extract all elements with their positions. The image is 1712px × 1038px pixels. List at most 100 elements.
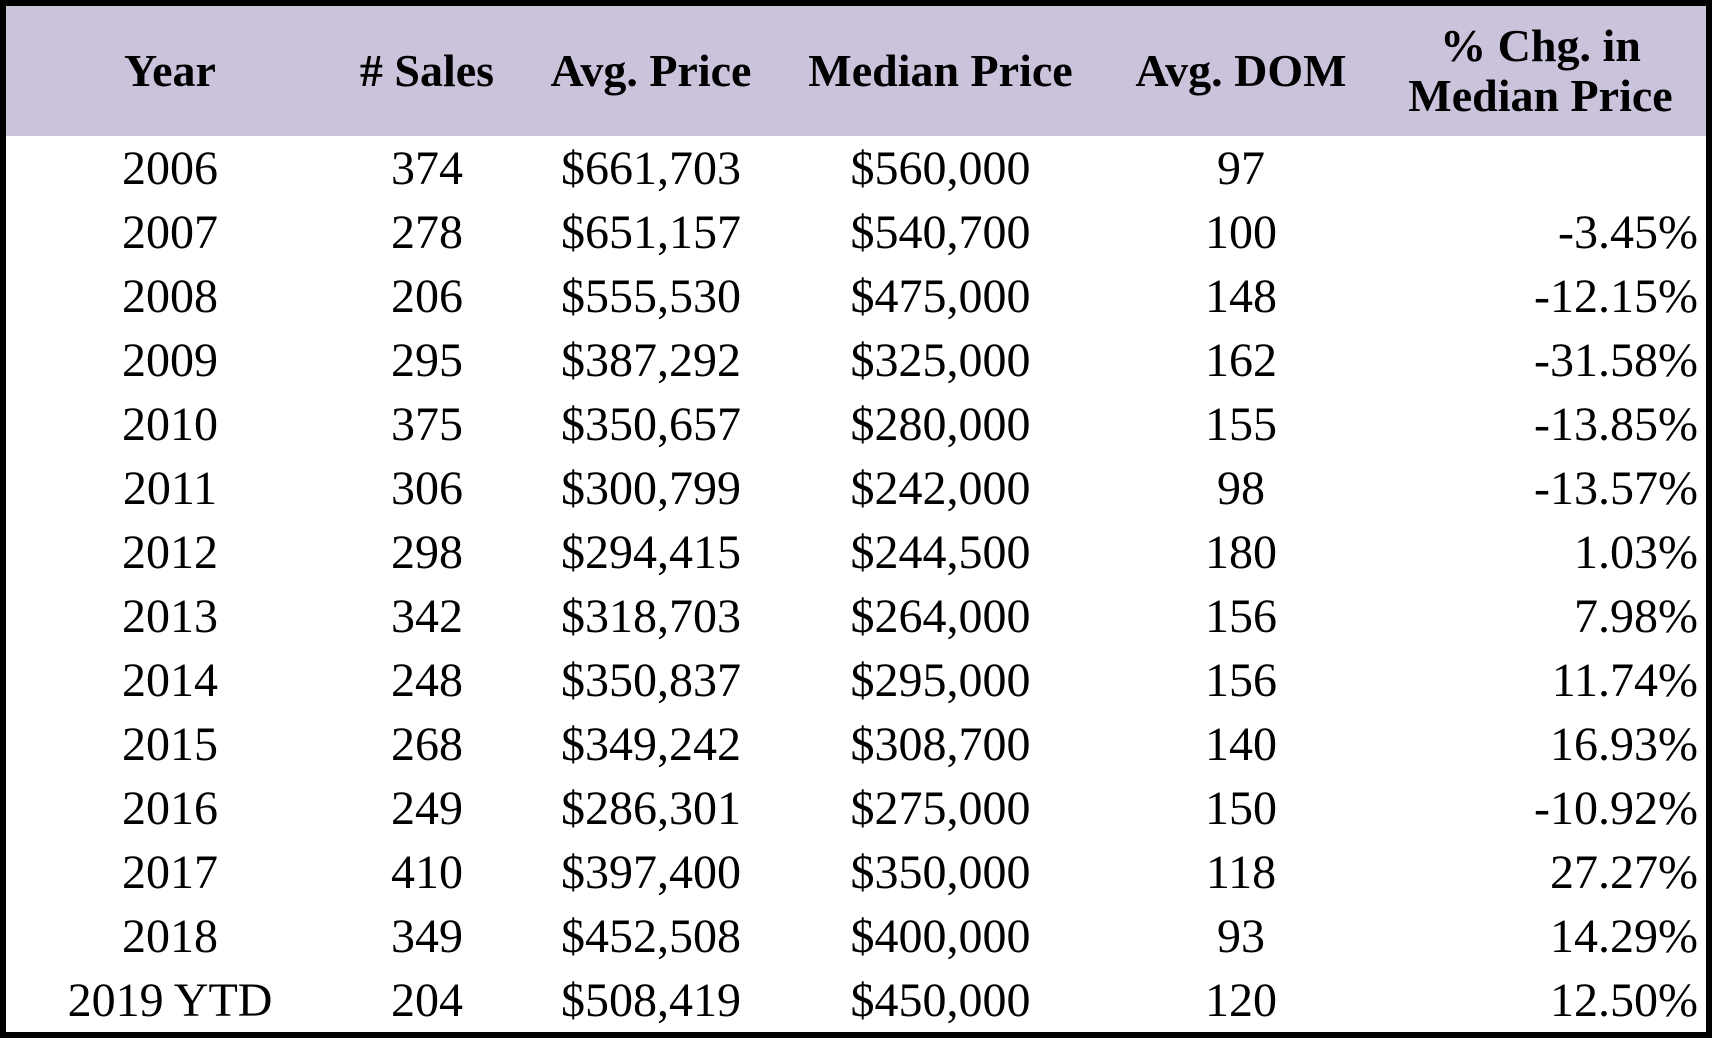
table-cell: 97 <box>1217 141 1265 195</box>
header-row: Year # Sales Avg. Price Median Price Avg. DO… <box>6 6 1706 136</box>
table-cell: $350,000 <box>850 845 1031 899</box>
table-cell: 2007 <box>122 205 218 259</box>
table-cell: 118 <box>1205 845 1277 899</box>
table-cell: -10.92% <box>1534 781 1698 835</box>
table-cell: 2012 <box>122 525 218 579</box>
sales-table: Year # Sales Avg. Price Median Price Avg. DO… <box>6 6 1706 1032</box>
table-cell: 156 <box>1205 653 1277 707</box>
table-cell: 410 <box>391 845 463 899</box>
table-row: 2012 298 $294,415 $244,500 180 1.03% <box>6 520 1706 584</box>
table-cell: $318,703 <box>561 589 741 643</box>
table-cell <box>1383 136 1706 200</box>
table-cell: $295,000 <box>850 653 1031 707</box>
table-cell: 155 <box>1205 397 1277 451</box>
table-cell: $475,000 <box>850 269 1031 323</box>
header-cell: # Sales <box>334 6 520 136</box>
table-cell: 98 <box>1217 461 1265 515</box>
table-row: 2009 295 $387,292 $325,000 162 -31.58% <box>6 328 1706 392</box>
table-cell: 2015 <box>122 717 218 771</box>
table-cell: 249 <box>391 781 463 835</box>
table-cell: 2014 <box>122 653 218 707</box>
table-row: 2013 342 $318,703 $264,000 156 7.98% <box>6 584 1706 648</box>
table-cell: -3.45% <box>1558 205 1698 259</box>
table-row: 2016 249 $286,301 $275,000 150 -10.92% <box>6 776 1706 840</box>
table-cell: $560,000 <box>850 141 1031 195</box>
table-cell: 2008 <box>122 269 218 323</box>
table-cell: 1.03% <box>1574 525 1698 579</box>
table-row: 2019 YTD 204 $508,419 $450,000 120 12.50% <box>6 968 1706 1032</box>
table-cell: 150 <box>1205 781 1277 835</box>
table-cell: 2019 YTD <box>67 973 273 1027</box>
table-cell: $540,700 <box>850 205 1031 259</box>
table-cell: 306 <box>391 461 463 515</box>
table-cell: $508,419 <box>561 973 741 1027</box>
table-cell: -12.15% <box>1534 269 1698 323</box>
table-cell: $300,799 <box>561 461 741 515</box>
table-cell: $244,500 <box>850 525 1031 579</box>
table-cell: $452,508 <box>561 909 741 963</box>
table-cell: 120 <box>1205 973 1277 1027</box>
table-row: 2008 206 $555,530 $475,000 148 -12.15% <box>6 264 1706 328</box>
table-cell: 12.50% <box>1550 973 1698 1027</box>
table-cell: $280,000 <box>850 397 1031 451</box>
table-cell: 375 <box>391 397 463 451</box>
table-cell: -31.58% <box>1534 333 1698 387</box>
table-cell: 11.74% <box>1551 653 1698 707</box>
table-cell: $350,837 <box>561 653 741 707</box>
table-cell: 349 <box>391 909 463 963</box>
table-cell: $450,000 <box>850 973 1031 1027</box>
table-cell: 206 <box>391 269 463 323</box>
table-cell: 156 <box>1205 589 1277 643</box>
table-cell: 298 <box>391 525 463 579</box>
table-row: 2010 375 $350,657 $280,000 155 -13.85% <box>6 392 1706 456</box>
table-cell: 342 <box>391 589 463 643</box>
table-cell: $242,000 <box>850 461 1031 515</box>
table-cell: $325,000 <box>850 333 1031 387</box>
table-cell: 7.98% <box>1574 589 1698 643</box>
table-row: 2018 349 $452,508 $400,000 93 14.29% <box>6 904 1706 968</box>
table-cell: $397,400 <box>561 845 741 899</box>
table-cell: 278 <box>391 205 463 259</box>
table-cell: $264,000 <box>850 589 1031 643</box>
table-cell: $651,157 <box>561 205 741 259</box>
table-cell: 2010 <box>122 397 218 451</box>
table-cell: 2018 <box>122 909 218 963</box>
table-cell: $286,301 <box>561 781 741 835</box>
table-cell: 14.29% <box>1550 909 1698 963</box>
table-cell: 2006 <box>122 141 218 195</box>
header-cell: Year <box>6 6 334 136</box>
table-cell: 295 <box>391 333 463 387</box>
table-cell: $400,000 <box>850 909 1031 963</box>
table-cell: 162 <box>1205 333 1277 387</box>
table-row: 2014 248 $350,837 $295,000 156 11.74% <box>6 648 1706 712</box>
table-cell: 248 <box>391 653 463 707</box>
table-cell: 2016 <box>122 781 218 835</box>
table-cell: $387,292 <box>561 333 741 387</box>
table-cell: 16.93% <box>1550 717 1698 771</box>
table-cell: $661,703 <box>561 141 741 195</box>
table-cell: $350,657 <box>561 397 741 451</box>
table-row: 2006 374 $661,703 $560,000 97 <box>6 136 1706 200</box>
table-row: 2017 410 $397,400 $350,000 118 27.27% <box>6 840 1706 904</box>
table-row: 2015 268 $349,242 $308,700 140 16.93% <box>6 712 1706 776</box>
table-cell: 374 <box>391 141 463 195</box>
table-cell: 100 <box>1205 205 1277 259</box>
table-cell: 268 <box>391 717 463 771</box>
table-cell: 2017 <box>122 845 218 899</box>
table-cell: 204 <box>391 973 463 1027</box>
table-cell: 2009 <box>122 333 218 387</box>
table-cell: 140 <box>1205 717 1277 771</box>
table-cell: 180 <box>1205 525 1277 579</box>
table-body: 2006 374 $661,703 $560,000 97 2007 278 $651,157… <box>6 136 1706 1032</box>
table-cell: $555,530 <box>561 269 741 323</box>
table-cell: -13.85% <box>1534 397 1698 451</box>
table-cell: 2013 <box>122 589 218 643</box>
table-cell: 148 <box>1205 269 1277 323</box>
header-cell: Median Price <box>782 6 1099 136</box>
table-cell: 93 <box>1217 909 1265 963</box>
table-header: Year # Sales Avg. Price Median Price Avg. DO… <box>6 6 1706 136</box>
table-cell: $275,000 <box>850 781 1031 835</box>
table-cell: -13.57% <box>1534 461 1698 515</box>
table-cell: 2011 <box>122 461 218 515</box>
